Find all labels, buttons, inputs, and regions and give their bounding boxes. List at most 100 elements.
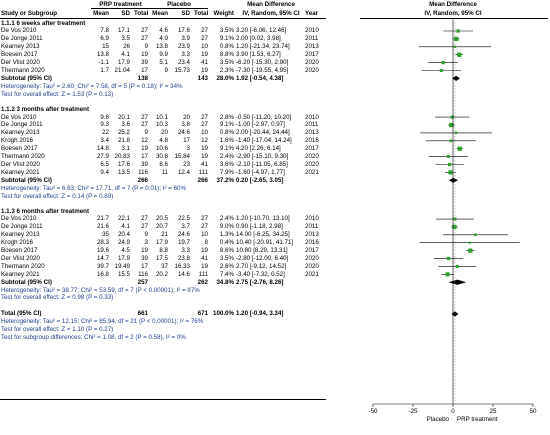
subgroup-1-subtotal-label: Subtotal (95% CI) — [1, 74, 52, 82]
subgroup-2-study-2-total-placebo: 27 — [201, 121, 208, 129]
subgroup-1-study-6-marker — [439, 69, 443, 72]
subgroup-2-study-3-year: 2013 — [305, 129, 319, 137]
subgroup-2-title: 1.1.2 3 months after treatment — [1, 105, 90, 113]
subgroup-1-study-1-marker — [456, 29, 460, 33]
subgroup-1-study-1-sd-placebo: 17.6 — [177, 27, 190, 35]
subgroup-3-study-5-mean-prp: 19.6 — [96, 247, 109, 255]
subgroup-3-study-4-name: Krogh 2016 — [1, 239, 33, 247]
subgroup-1-study-6-year: 2020 — [305, 66, 319, 74]
subgroup-1-study-6-mean-prp: 1.7 — [100, 66, 109, 74]
subgroup-2-study-5-mean-prp: 14.8 — [96, 145, 109, 153]
subgroup-2-study-1-mean-prp: 9.6 — [100, 113, 109, 121]
subgroup-2-study-1-marker — [450, 115, 454, 119]
subgroup-1-subtotal-weight: 28.0% — [216, 74, 234, 82]
subgroup-3-study-3-total-placebo: 10 — [201, 231, 208, 239]
subgroup-1-study-5-total-prp: 39 — [141, 59, 148, 66]
subgroup-3-study-5-marker — [468, 248, 473, 253]
subgroup-3-study-1-ci: 1.20 [-10.70, 13.10] — [236, 215, 290, 223]
subgroup-2-study-3-name: Kearney 2013 — [1, 129, 40, 137]
subgroup-1-study-4-sd-placebo: 3.3 — [181, 51, 190, 59]
subgroup-1-study-3-name: Kearney 2013 — [1, 43, 40, 51]
total-heterogeneity: Heterogeneity: Tau² = 12.15; Chi² = 85.9… — [1, 318, 204, 326]
total-total-prp: 661 — [137, 310, 148, 318]
subgroup-2-study-6-marker — [446, 155, 450, 159]
subgroup-1-study-1-year: 2010 — [305, 27, 319, 35]
header-mean-prp: Mean — [93, 10, 109, 17]
subgroup-1-study-5-mean-placebo: 5.1 — [159, 59, 168, 66]
subgroup-1-study-3-total-prp: 9 — [144, 43, 148, 51]
subgroup-1-study-2-marker — [454, 36, 459, 42]
subgroup-3-subtotal-weight: 34.8% — [216, 278, 234, 286]
subgroup-1-study-6-ci: -7.30 [-19.55, 4.95] — [236, 66, 289, 74]
subgroup-1-study-2-ci: 2.00 [0.02, 3.98] — [236, 35, 281, 43]
subgroup-2-study-3-mean-prp: 22 — [102, 129, 109, 137]
axis-label-placebo: Placebo — [426, 416, 449, 423]
total-weight: 100.0% — [213, 310, 234, 318]
subgroup-3-study-5-mean-placebo: 8.8 — [159, 247, 168, 255]
subgroup-2-study-8-sd-placebo: 12.4 — [177, 168, 190, 176]
subgroup-1-study-2-year: 2011 — [305, 35, 319, 43]
subgroup-3-study-5-name: Boesen 2017 — [1, 247, 38, 255]
subgroup-3-study-6-ci: -2.80 [-12.00, 6.40] — [236, 254, 289, 262]
subgroup-3-study-6-total-prp: 39 — [141, 254, 148, 262]
subgroup-3-study-1-sd-prp: 22.1 — [117, 215, 130, 223]
subgroup-2-study-3-weight: 0.8% — [219, 129, 234, 137]
subgroup-2-study-5-year: 2017 — [305, 145, 319, 153]
subgroup-2-study-7-ci: -2.10 [-11.05, 6.85] — [236, 160, 288, 168]
subgroup-2-study-5-name: Boesen 2017 — [1, 145, 38, 153]
subgroup-1-study-5-total-placebo: 41 — [201, 59, 208, 66]
subgroup-1-study-2-total-prp: 27 — [141, 35, 148, 43]
subgroup-3-subtotal-total-placebo: 262 — [197, 278, 208, 286]
subgroup-3-subtotal-total-prp: 257 — [137, 278, 148, 286]
subgroup-1-study-4-total-placebo: 19 — [201, 51, 208, 59]
subgroup-1-study-1-weight: 3.5% — [219, 27, 234, 35]
subgroup-1-study-3-sd-prp: 26 — [123, 43, 130, 51]
subgroup-1-study-6-sd-placebo: 15.73 — [174, 66, 190, 74]
subgroup-2-study-1-total-placebo: 27 — [201, 113, 208, 121]
subgroup-3-study-4-mean-placebo: 17.9 — [155, 239, 168, 247]
subgroup-3-study-3-sd-placebo: 24.6 — [177, 231, 190, 239]
subgroup-2-study-1-year: 2010 — [305, 113, 319, 121]
header-group-prp: PRP treatment — [99, 1, 142, 8]
subgroup-3-subtotal-diamond — [448, 279, 467, 285]
subgroup-1-study-1-total-placebo: 27 — [201, 27, 208, 35]
total-ci: 1.20 [-0.94, 3.34] — [236, 310, 284, 318]
header-mean-placebo: Mean — [152, 10, 168, 17]
subgroup-3-study-2-ci: 0.90 [-1.18, 2.98] — [236, 223, 283, 231]
subgroup-2-study-8-sd-prp: 13.5 — [117, 168, 130, 176]
subgroup-3-study-6-sd-placebo: 23.8 — [177, 254, 190, 262]
subgroup-3-study-8-total-placebo: 111 — [198, 270, 208, 278]
subgroup-2-study-8-mean-prp: 9.4 — [100, 168, 109, 176]
subgroup-1-study-5-year: 2020 — [305, 59, 319, 66]
subgroup-2-study-3-total-prp: 9 — [144, 129, 148, 137]
subgroup-2-study-7-mean-prp: 6.5 — [100, 160, 109, 168]
subgroup-1-study-5-ci: -6.20 [-15.30, 2.90] — [236, 59, 289, 66]
subgroup-3-study-6-total-placebo: 41 — [201, 254, 208, 262]
subgroup-3-study-2-mean-prp: 21.6 — [96, 223, 109, 231]
subgroup-2-study-6-name: Thermann 2020 — [1, 153, 45, 160]
subgroup-2-study-1-sd-placebo: 20 — [183, 113, 190, 121]
x-tick-label-4: 25 — [489, 408, 497, 415]
subgroup-3-study-1-mean-placebo: 20.5 — [155, 215, 168, 223]
subgroup-2-subtotal-total-placebo: 266 — [197, 176, 208, 184]
subgroup-3-study-6-mean-placebo: 17.5 — [155, 254, 168, 262]
subgroup-3-study-7-weight: 2.6% — [219, 262, 234, 270]
subgroup-1-study-5-sd-prp: 17.9 — [117, 59, 130, 66]
subgroup-2-study-4-sd-prp: 21.8 — [117, 137, 130, 145]
subgroup-1-study-4-ci: 3.90 [1.53, 6.27] — [236, 51, 281, 59]
subgroup-2-study-5-total-placebo: 19 — [201, 145, 208, 153]
subgroup-2-study-1-name: De Vos 2010 — [1, 113, 37, 121]
subgroup-2-study-4-total-prp: 12 — [141, 137, 148, 145]
subgroup-3-title: 1.1.3 6 months after treatment — [1, 207, 90, 215]
subgroup-2-study-7-mean-placebo: 8.6 — [159, 160, 168, 168]
subgroup-1-subtotal-total-placebo: 143 — [197, 74, 208, 82]
subgroup-2-study-4-mean-prp: 3.4 — [100, 137, 109, 145]
axis-label-prp: PRP treatment — [457, 416, 498, 423]
subgroup-3-study-1-weight: 2.4% — [219, 215, 234, 223]
subgroup-3-study-5-sd-prp: 4.5 — [121, 247, 130, 255]
subgroup-1-study-6-total-prp: 17 — [141, 66, 148, 74]
subgroup-2-subtotal-ci: 0.20 [-2.65, 3.05] — [236, 176, 284, 184]
subgroup-3-study-6-weight: 3.5% — [219, 254, 234, 262]
subgroup-3-study-2-total-placebo: 27 — [201, 223, 208, 231]
subgroup-3-study-4-total-prp: 3 — [144, 239, 148, 247]
